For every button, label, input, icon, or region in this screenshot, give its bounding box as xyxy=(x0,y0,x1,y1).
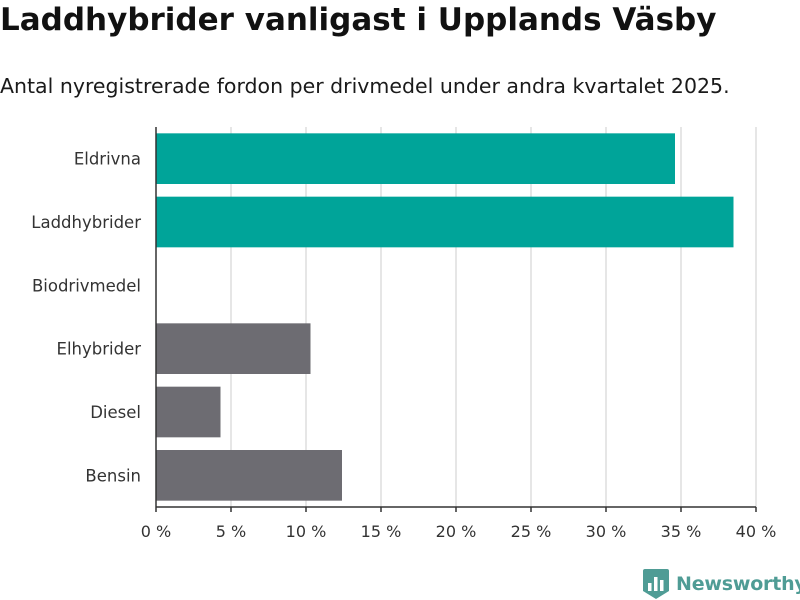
category-label: Bensin xyxy=(85,466,141,485)
chart-title: Laddhybrider vanligast i Upplands Väsby xyxy=(0,2,717,38)
newsworthy-logo: Newsworthy xyxy=(642,568,800,600)
category-label: Elhybrider xyxy=(57,340,142,359)
x-tick-label: 0 % xyxy=(141,522,171,541)
bar-eldrivna xyxy=(156,133,675,184)
gridlines xyxy=(230,127,757,507)
bar-bensin xyxy=(156,450,342,501)
x-tick-label: 30 % xyxy=(586,522,627,541)
bar-elhybrider xyxy=(156,323,311,374)
x-tick-label: 10 % xyxy=(286,522,327,541)
category-labels: Eldrivna Laddhybrider Biodrivmedel Elhybrid… xyxy=(31,150,141,486)
bar-diesel xyxy=(156,386,221,438)
bar-chart: Eldrivna Laddhybrider Biodrivmedel Elhybrid… xyxy=(31,127,777,541)
category-label: Biodrivmedel xyxy=(32,276,141,295)
bars xyxy=(156,133,734,501)
x-tick-label: 15 % xyxy=(361,522,402,541)
x-tick-label: 40 % xyxy=(736,522,777,541)
x-axis: 0 % 5 % 10 % 15 % 20 % 25 % 30 % 35 % 40 % xyxy=(141,127,777,541)
chart-subtitle: Antal nyregistrerade fordon per drivmede… xyxy=(0,74,730,98)
x-tick-label: 20 % xyxy=(436,522,477,541)
bar-chart-logo-icon xyxy=(643,569,669,599)
x-tick-label: 5 % xyxy=(216,522,246,541)
x-tick-label: 25 % xyxy=(511,522,552,541)
category-label: Laddhybrider xyxy=(31,213,141,232)
x-tick-label: 35 % xyxy=(661,522,702,541)
brand-name: Newsworthy xyxy=(676,573,800,595)
category-label: Diesel xyxy=(90,403,141,422)
category-label: Eldrivna xyxy=(74,150,141,169)
bar-laddhybrider xyxy=(156,196,734,248)
